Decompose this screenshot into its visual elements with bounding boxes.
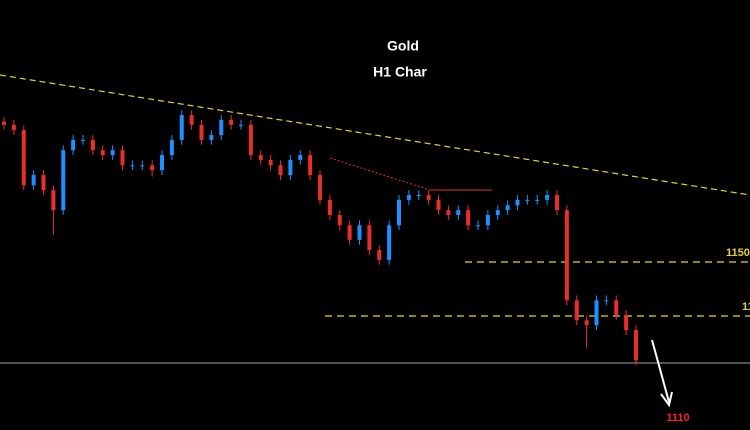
candle-body <box>219 119 224 136</box>
candle-body <box>367 225 372 251</box>
candle-body <box>397 199 401 226</box>
candle-body <box>100 150 105 156</box>
candle-body <box>564 210 569 301</box>
candle-body <box>189 115 194 125</box>
candle-body <box>525 199 530 201</box>
candle-body <box>61 150 66 211</box>
arrow-head <box>660 391 673 408</box>
candle-body <box>624 314 629 331</box>
candle-body <box>11 124 16 131</box>
candle-body <box>298 155 303 160</box>
chart-subtitle: H1 Char <box>373 64 427 80</box>
candle-body <box>456 210 461 215</box>
level-label: 1140 <box>742 301 750 313</box>
candle-body <box>239 124 243 126</box>
candle-body <box>614 300 619 315</box>
candle-body <box>160 155 164 171</box>
candle-body <box>535 199 540 201</box>
candle-body <box>387 225 392 260</box>
candle-body <box>436 199 441 211</box>
candle-body <box>81 139 85 141</box>
candle-body <box>179 115 184 140</box>
candle-body <box>634 330 638 361</box>
candle-body <box>594 300 599 326</box>
candle-body <box>515 199 520 206</box>
candle-body <box>584 320 589 326</box>
candle-body <box>505 205 510 211</box>
candle-body <box>426 195 431 200</box>
candle-body <box>130 165 135 167</box>
candle-body <box>199 124 204 140</box>
candle-body <box>278 165 283 176</box>
candle-body <box>476 225 480 227</box>
candle-body <box>416 195 421 197</box>
candle-body <box>140 165 145 167</box>
red-trend-line <box>329 157 431 191</box>
candle-body <box>604 300 609 302</box>
candle-body <box>446 210 451 215</box>
candle-body <box>229 119 234 125</box>
level-label: 1150 <box>726 247 750 259</box>
chart-title: Gold <box>387 38 419 54</box>
candle-body <box>327 199 332 215</box>
candle-body <box>110 150 115 156</box>
candle-body <box>2 121 6 125</box>
candle-body <box>377 250 382 260</box>
candle-body <box>485 215 490 226</box>
candle-body <box>41 175 46 191</box>
candle-body <box>555 195 559 211</box>
candle-body <box>318 175 322 200</box>
target-label: 1110 <box>666 412 689 424</box>
candle-body <box>466 210 471 226</box>
candle-body <box>248 124 253 156</box>
candle-body <box>258 155 263 160</box>
candle-body <box>150 165 155 171</box>
candle-body <box>288 159 293 176</box>
candle-body <box>209 135 214 140</box>
arrow-shaft <box>651 339 670 403</box>
candle-body <box>71 139 76 151</box>
candle-body <box>21 130 26 186</box>
candle-body <box>347 225 352 240</box>
candle-body <box>120 150 125 166</box>
candle-body <box>268 159 273 166</box>
candle-body <box>406 195 411 200</box>
candle-body <box>545 195 550 200</box>
candle-body <box>169 139 174 156</box>
candle-body <box>357 225 362 240</box>
candle-body <box>495 210 500 215</box>
candle-body <box>31 175 36 186</box>
candle-body <box>51 190 56 211</box>
candle-body <box>337 215 342 226</box>
candle-body <box>574 300 579 321</box>
candle-body <box>90 139 95 151</box>
trend-line <box>0 74 750 196</box>
candle-body <box>308 155 313 176</box>
